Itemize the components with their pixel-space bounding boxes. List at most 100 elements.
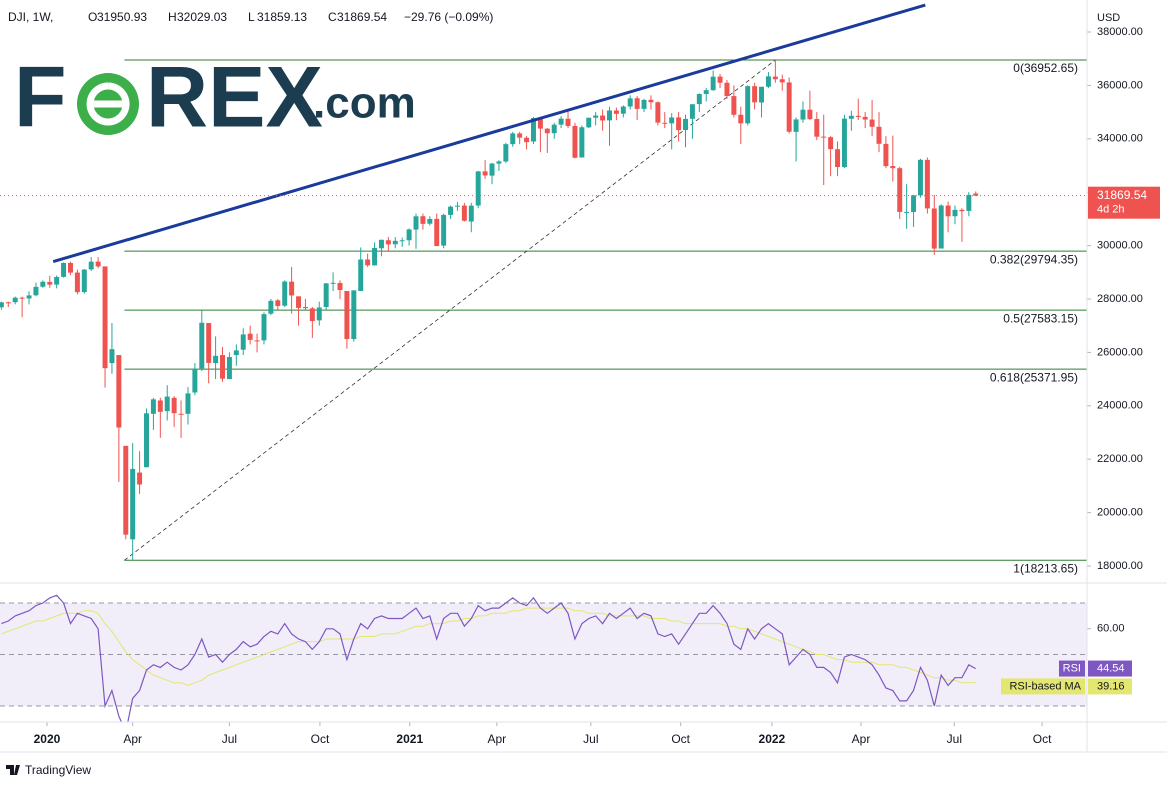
fib-anchor xyxy=(124,59,776,561)
x-tick-label: Apr xyxy=(488,732,507,746)
candle-body xyxy=(973,193,979,196)
candle-body xyxy=(558,118,564,125)
candle-body xyxy=(372,248,378,266)
candle-body xyxy=(461,205,467,221)
candle-body xyxy=(855,115,861,117)
candle-body xyxy=(454,205,460,207)
candle-body xyxy=(0,302,4,308)
candle-body xyxy=(102,266,108,369)
candle-body xyxy=(302,307,308,309)
candle-body xyxy=(74,272,80,293)
candle-body xyxy=(434,218,440,247)
price-pane: 0(36952.65) 0.382(29794.35) 0.5(27583.15) 0… xyxy=(0,3,1087,575)
candle-body xyxy=(517,133,523,138)
candle-body xyxy=(344,290,350,339)
overlay: 18000.00 20000.00 22000.00 24000.00 26000.00… xyxy=(34,26,1160,746)
candle-body xyxy=(759,86,765,103)
candle-body xyxy=(413,216,419,230)
candle-body xyxy=(745,86,751,124)
candle-body xyxy=(441,214,447,246)
candle-body xyxy=(593,115,599,118)
fib-label: 0(36952.65) xyxy=(1013,61,1078,75)
candle-body xyxy=(710,76,716,91)
candle-body xyxy=(779,79,785,83)
x-tick-label: Oct xyxy=(671,732,690,746)
candle-body xyxy=(717,76,723,83)
rsi-pane xyxy=(0,594,1087,722)
candle-body xyxy=(524,137,530,143)
y-tick-label: 30000.00 xyxy=(1097,240,1143,252)
candle-body xyxy=(807,109,813,120)
series-value-box xyxy=(1088,660,1132,677)
candle-body xyxy=(828,137,834,150)
candle-body xyxy=(510,133,516,145)
ohlc-key: L xyxy=(248,10,255,24)
candle-body xyxy=(26,295,32,299)
candle-body xyxy=(738,114,744,124)
x-tick-label: Jul xyxy=(947,732,962,746)
candle-body xyxy=(883,143,889,167)
rsi-tick-label: 60.00 xyxy=(1097,623,1125,635)
candle-body xyxy=(551,124,557,134)
change: −29.76 (−0.09%) xyxy=(404,10,493,24)
candle-body xyxy=(233,350,239,356)
x-tick-label: Jul xyxy=(222,732,237,746)
x-tick-label: Jul xyxy=(583,732,598,746)
candle-body xyxy=(171,397,177,414)
ohlc-value: 31869.54 xyxy=(337,10,387,24)
x-tick-label: Oct xyxy=(1033,732,1052,746)
candle-body xyxy=(365,259,371,266)
candle-body xyxy=(192,368,198,393)
candle-body xyxy=(226,357,232,380)
countdown: 4d 2h xyxy=(1097,204,1125,216)
series-value: 44.54 xyxy=(1097,662,1125,674)
candle-body xyxy=(835,149,841,167)
candle-body xyxy=(821,136,827,138)
x-tick-label: 2022 xyxy=(759,732,786,746)
candle-body xyxy=(890,166,896,169)
candle-body xyxy=(765,76,771,87)
candle-body xyxy=(683,118,688,130)
last-price-box xyxy=(1088,186,1160,219)
candle-body xyxy=(489,163,495,176)
logo: F REX .com xyxy=(14,50,416,146)
candle-body xyxy=(600,115,606,121)
candle-body xyxy=(752,86,758,103)
y-tick-label: 38000.00 xyxy=(1097,26,1143,38)
candle-body xyxy=(12,297,18,303)
logo-text: REX xyxy=(146,50,323,146)
series-name-box xyxy=(1059,660,1085,677)
x-tick-label: Apr xyxy=(123,732,142,746)
candle-body xyxy=(247,333,253,340)
candle-body xyxy=(482,171,488,176)
candle-body xyxy=(392,240,398,245)
last-price-label: 31869.54 xyxy=(1097,188,1147,202)
candle-body xyxy=(537,118,543,129)
candle-body xyxy=(19,297,25,299)
candle-body xyxy=(786,82,792,132)
rsi-line xyxy=(1,607,976,686)
candle-body xyxy=(427,218,433,224)
candle-body xyxy=(503,144,509,162)
candle-body xyxy=(689,104,695,119)
candle-body xyxy=(931,208,937,249)
candle-body xyxy=(61,263,67,277)
candle-body xyxy=(800,109,806,120)
candle-body xyxy=(696,94,702,105)
x-tick-label: Apr xyxy=(852,732,871,746)
candle-body xyxy=(296,296,302,308)
candle-body xyxy=(316,307,322,321)
candle-body xyxy=(268,300,274,314)
candle-body xyxy=(323,283,329,308)
y-tick-label: 34000.00 xyxy=(1097,133,1143,145)
candle-body xyxy=(47,281,53,285)
y-tick-label: 22000.00 xyxy=(1097,453,1143,465)
candle-body xyxy=(309,308,315,322)
y-tick-label: 20000.00 xyxy=(1097,507,1143,519)
candle-body xyxy=(475,171,481,206)
fib-label: 0.618(25371.95) xyxy=(990,370,1078,384)
candle-body xyxy=(282,281,288,306)
candle-body xyxy=(772,76,778,80)
candle-body xyxy=(959,209,965,212)
candle-body xyxy=(88,261,94,270)
